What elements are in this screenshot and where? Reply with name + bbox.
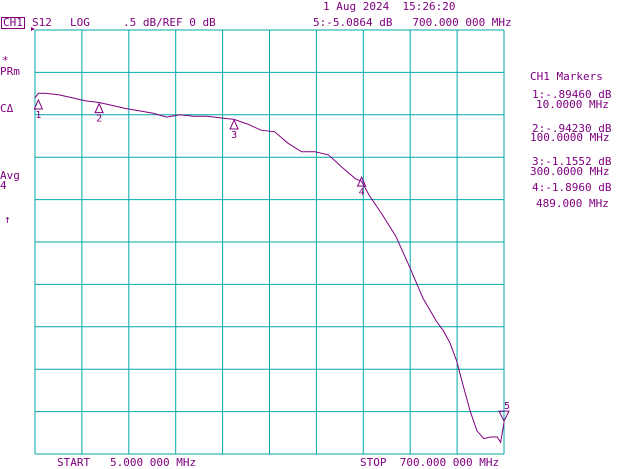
scale-ref-label: .5 dB/REF 0 dB	[123, 16, 216, 29]
marker-2-freq: 100.0000 MHz	[530, 131, 610, 144]
marker-2-triangle	[94, 102, 104, 114]
marker-4-freq: 489.000 MHz	[536, 197, 609, 210]
date-time: 1 Aug 2024 15:26:20	[323, 0, 456, 13]
avg-annotation: Avg	[0, 169, 20, 182]
stop-frequency: STOP 700.000 000 MHz	[360, 456, 500, 469]
arrow-up-icon: ↑	[4, 213, 11, 226]
start-frequency: START 5.000 000 MHz	[57, 456, 197, 469]
reference-pointer-icon	[31, 27, 35, 31]
marker-4-triangle	[356, 175, 367, 187]
marker-4-label: 4	[359, 187, 365, 198]
measurement-label: S12	[32, 16, 52, 29]
marker-3-label: 3	[231, 130, 237, 141]
marker-3-triangle	[229, 118, 239, 130]
marker-1-label: 1	[35, 110, 41, 121]
prm-annotation: PRm	[0, 65, 20, 78]
trace-line	[34, 92, 505, 444]
marker-1-triangle	[33, 98, 44, 110]
marker-3-value: 3:-1.1552 dB	[532, 155, 612, 168]
star-annotation: *	[2, 54, 9, 67]
channel-indicator[interactable]: CH1	[1, 16, 25, 29]
marker-1-value: 1:-.89460 dB	[532, 88, 612, 101]
marker-3-freq: 300.0000 MHz	[530, 165, 610, 178]
marker-1-freq: 10.0000 MHz	[536, 98, 609, 111]
cdelta-annotation: CΔ	[0, 102, 14, 115]
format-label: LOG	[70, 16, 90, 29]
active-marker-readout: 5:-5.0864 dB 700.000 000 MHz	[313, 16, 512, 29]
marker-2-label: 2	[96, 114, 102, 125]
avg-count: 4	[0, 179, 7, 192]
marker-2-value: 2:-.94230 dB	[532, 122, 612, 135]
marker-4-value: 4:-1.8960 dB	[532, 181, 612, 194]
marker-panel-title: CH1 Markers	[530, 70, 603, 83]
marker-5-label: 5	[504, 401, 510, 412]
marker-5-triangle	[498, 410, 510, 423]
